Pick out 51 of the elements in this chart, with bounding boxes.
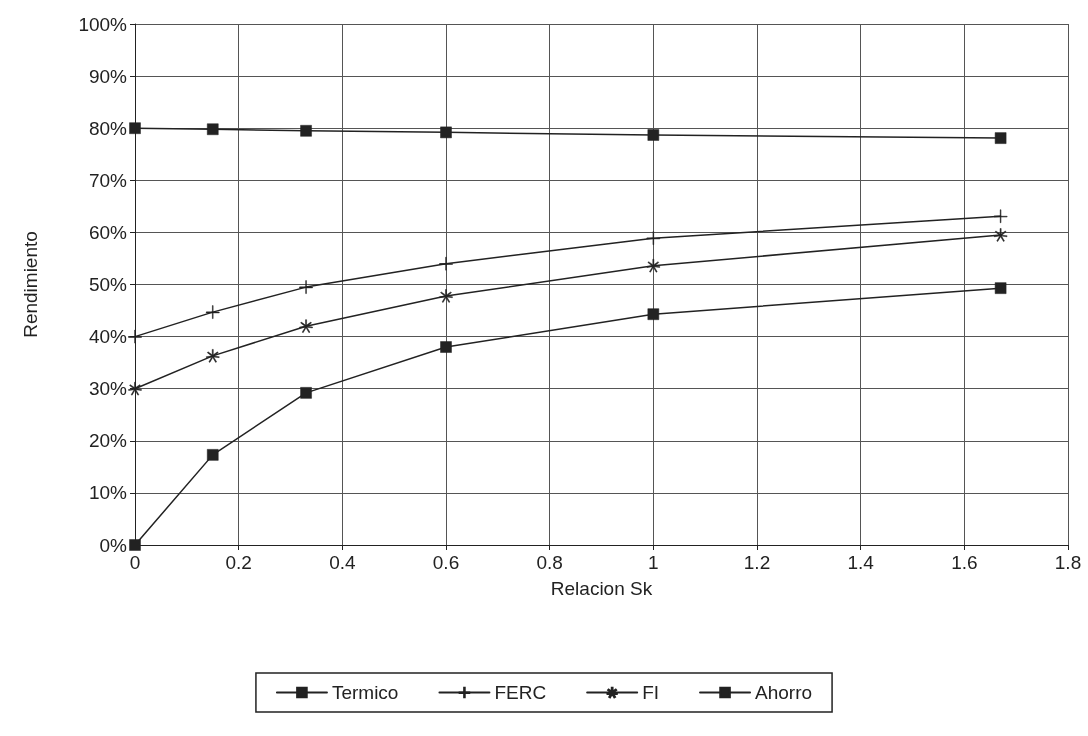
x-tick-label: 0.4 (329, 552, 356, 573)
x-tick-label: 1.6 (951, 552, 978, 573)
x-tick-label: 0 (129, 552, 141, 573)
x-tick-label: 0.2 (225, 552, 252, 573)
point (300, 125, 312, 137)
y-tick-label: 80% (88, 117, 128, 139)
y-tick-label: 90% (88, 65, 128, 87)
point (993, 228, 1008, 242)
point (300, 387, 312, 399)
point (128, 329, 142, 344)
y-tick-label: 60% (88, 221, 128, 243)
legend-label: Ahorro (755, 682, 813, 703)
point (439, 289, 453, 303)
y-tick-label: 10% (88, 482, 128, 504)
y-tick-label: 20% (88, 430, 128, 452)
point (439, 256, 453, 271)
y-tick-label: 0% (99, 534, 128, 556)
x-tick-label: 1.8 (1054, 552, 1082, 573)
point (993, 209, 1008, 223)
x-tick-label: 1.2 (743, 552, 771, 573)
y-tick-label: 40% (88, 326, 128, 348)
point (207, 123, 219, 135)
point (647, 129, 660, 141)
x-tick-label: 1.4 (847, 552, 875, 573)
y-tick-label: 70% (88, 169, 128, 191)
point (129, 539, 141, 551)
point (646, 231, 661, 245)
point (207, 449, 219, 461)
point (299, 280, 313, 294)
point (128, 381, 142, 396)
y-tick-label: 100% (78, 13, 128, 35)
point (206, 305, 220, 319)
point (440, 126, 452, 139)
legend-label: FI (642, 682, 660, 703)
point (206, 349, 220, 363)
point (994, 132, 1007, 144)
point (299, 319, 313, 333)
x-tick-label: 1 (648, 552, 659, 573)
y-tick-label: 30% (88, 378, 128, 400)
point (440, 341, 452, 353)
point (646, 258, 661, 273)
point (129, 122, 141, 134)
legend-label: Termico (331, 682, 399, 703)
point (647, 308, 660, 320)
legend-label: FERC (494, 682, 547, 703)
y-axis-title: Rendimiento (20, 231, 41, 338)
x-tick-label: 0.6 (432, 552, 460, 573)
x-tick-label: 0.8 (536, 552, 563, 573)
y-tick-label: 50% (88, 274, 128, 295)
point (994, 282, 1007, 294)
x-axis-title: Relacion Sk (550, 578, 653, 599)
